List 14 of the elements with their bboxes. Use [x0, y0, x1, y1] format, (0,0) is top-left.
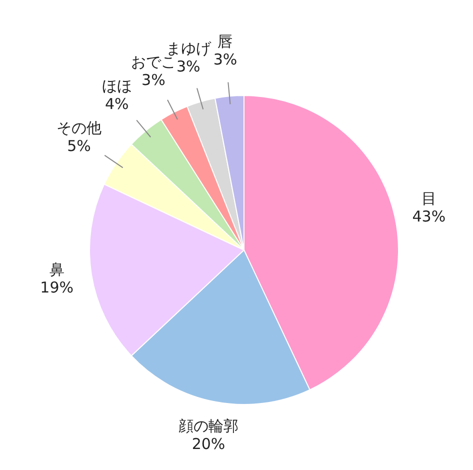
data-label: 3% — [176, 57, 200, 76]
data-label: 20% — [192, 435, 226, 454]
data-label: 3% — [213, 50, 238, 68]
slice-label: 鼻 — [49, 260, 64, 279]
data-label: 5% — [67, 136, 91, 155]
slice-label: 目 — [421, 190, 436, 208]
data-label: 43% — [412, 208, 446, 226]
data-label: 4% — [104, 95, 129, 114]
data-label: 19% — [40, 278, 74, 297]
slice-label: ほほ — [102, 77, 132, 96]
slice-label: 唇 — [218, 32, 233, 50]
slice-label: その他 — [56, 118, 102, 137]
slice-label: 顔の輪郭 — [178, 417, 238, 436]
data-label: 3% — [142, 71, 166, 90]
